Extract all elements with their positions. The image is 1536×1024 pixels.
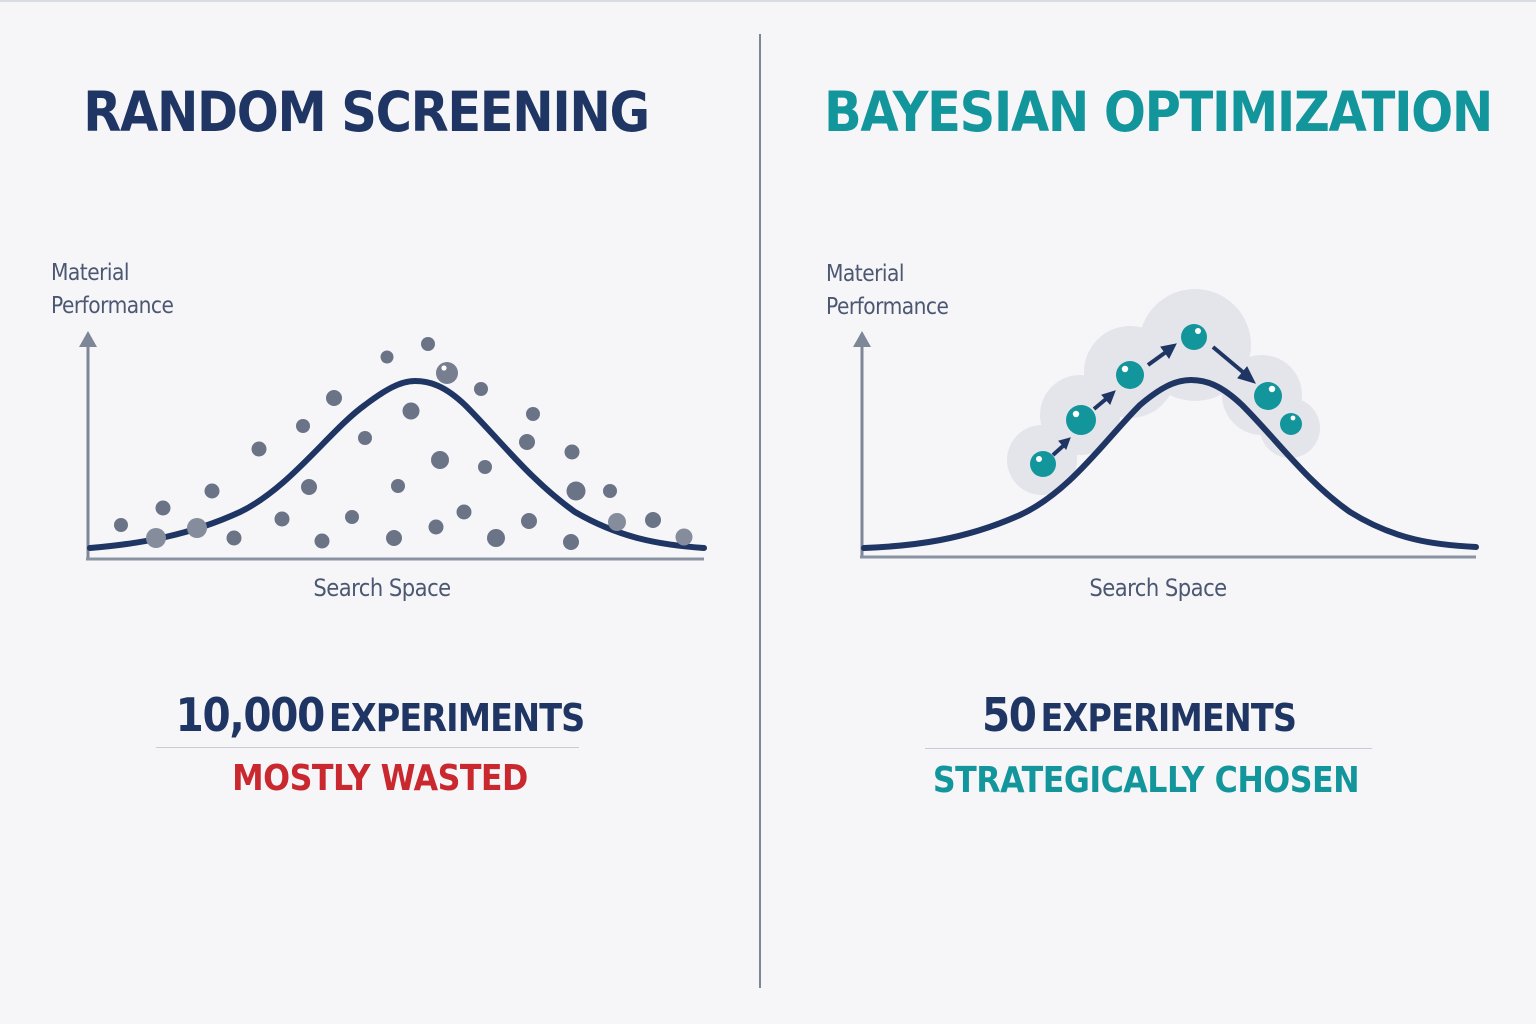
- panel-title: BAYESIAN OPTIMIZATION: [824, 80, 1493, 144]
- stat-divider: [925, 748, 1372, 749]
- x-axis-label: Search Space: [313, 574, 451, 602]
- bayesian-chart: [853, 289, 1479, 559]
- panel-title: RANDOM SCREENING: [83, 80, 650, 144]
- y-axis-arrow-icon: [79, 331, 97, 347]
- bayesian-optimization-panel: BAYESIAN OPTIMIZATION Material Performan…: [762, 0, 1536, 1024]
- x-axis-label: Search Space: [1089, 574, 1227, 602]
- random-screening-panel: RANDOM SCREENING Material Performance Se…: [0, 0, 760, 1024]
- arrow-icon: [1237, 366, 1256, 384]
- experiment-count: 10,000 EXPERIMENTS: [175, 688, 586, 742]
- stat-divider: [156, 747, 579, 748]
- arrow-icon: [1160, 343, 1177, 359]
- bayesian-sample-points: [1030, 324, 1302, 477]
- top-border: [0, 0, 1536, 2]
- verdict-label: MOSTLY WASTED: [232, 758, 528, 799]
- random-sample-dots: [114, 337, 693, 550]
- arrow-icon: [1058, 437, 1071, 450]
- axes: [79, 331, 704, 561]
- y-axis-label: Material Performance: [51, 260, 174, 319]
- sequence-arrows: [1051, 343, 1256, 457]
- experiment-count: 50 EXPERIMENTS: [981, 688, 1297, 742]
- performance-curve: [861, 376, 1479, 551]
- verdict-label: STRATEGICALLY CHOSEN: [932, 760, 1360, 801]
- random-scatter-chart: [79, 331, 707, 561]
- performance-curve: [87, 377, 707, 551]
- arrow-icon: [1101, 390, 1116, 405]
- y-axis-arrow-icon: [853, 331, 871, 347]
- panel-divider: [759, 34, 761, 988]
- axes: [853, 331, 1476, 559]
- y-axis-label: Material Performance: [826, 261, 949, 320]
